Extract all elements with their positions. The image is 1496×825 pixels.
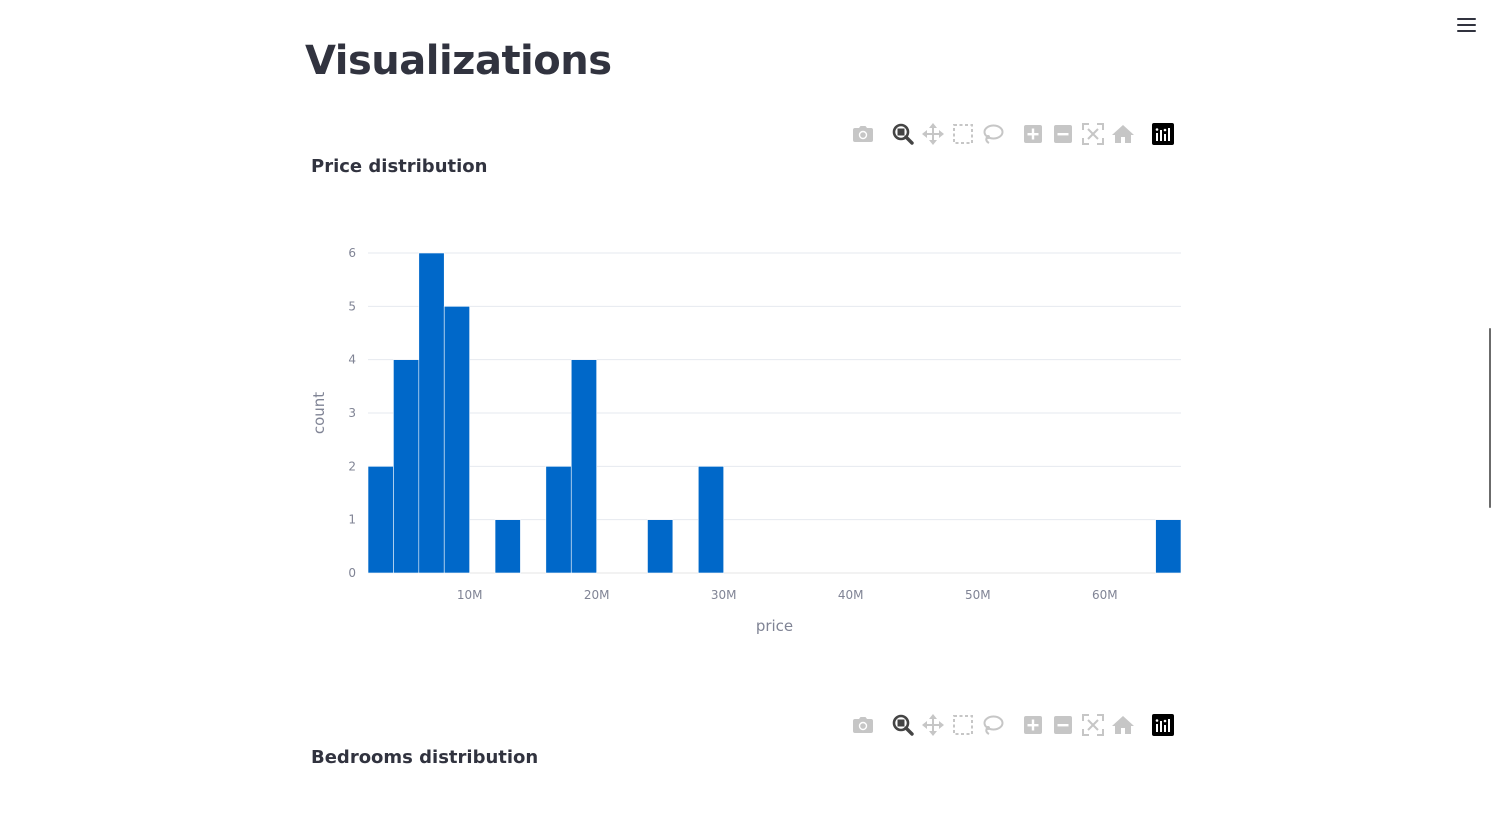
lasso-select-button[interactable] [981,713,1005,737]
box-select-icon [952,714,974,736]
y-tick-label: 1 [348,513,356,527]
y-tick-label: 3 [348,406,356,420]
reset-axes-button[interactable] [1111,122,1135,146]
pan-button[interactable] [921,713,945,737]
zoom-in-button[interactable] [1021,122,1045,146]
box-select-button[interactable] [951,713,975,737]
chart-title: Bedrooms distribution [311,747,539,768]
chart-title: Price distribution [311,156,488,177]
autoscale-button[interactable] [1081,713,1105,737]
chart-modebar [305,707,1185,743]
price-chart: Price distribution 0 1 2 3 4 5 6 10M 20M 30M 40M 50… [305,116,1185,656]
hamburger-line [1457,30,1476,32]
x-axis-title: price [756,617,793,635]
histogram-bar [367,466,394,574]
histogram-bar [545,466,572,574]
zoom-out-icon [1053,124,1073,144]
autoscale-button[interactable] [1081,122,1105,146]
zoom-out-button[interactable] [1051,122,1075,146]
zoom-in-icon [1023,124,1043,144]
reset-axes-icon [1112,124,1134,144]
hamburger-menu-icon [1457,18,1476,20]
histogram-bar [418,252,445,574]
zoom-in-icon [1023,715,1043,735]
zoom-icon [892,714,914,736]
y-tick-label: 6 [348,246,356,260]
plotly-logo-icon [1152,714,1174,736]
pan-button[interactable] [921,122,945,146]
box-select-icon [952,123,974,145]
x-tick-label: 30M [711,588,737,602]
y-axis-title: count [310,392,328,434]
plotly-logo-button[interactable] [1151,122,1175,146]
camera-icon [853,126,873,142]
page-title: Visualizations [305,38,612,84]
x-tick-label: 10M [457,588,483,602]
x-tick-label: 20M [584,588,610,602]
x-tick-label: 50M [965,588,991,602]
plotly-logo-icon [1152,123,1174,145]
reset-axes-button[interactable] [1111,713,1135,737]
y-tick-label: 0 [348,566,356,580]
histogram-bar [393,359,420,574]
zoom-out-icon [1053,715,1073,735]
zoom-button[interactable] [891,122,915,146]
lasso-select-icon [982,123,1004,145]
histogram-bar [570,359,597,574]
camera-icon [853,717,873,733]
zoom-button[interactable] [891,713,915,737]
camera-button[interactable] [851,713,875,737]
lasso-select-button[interactable] [981,122,1005,146]
reset-axes-icon [1112,715,1134,735]
zoom-in-button[interactable] [1021,713,1045,737]
main-menu-button[interactable] [1454,14,1480,36]
lasso-select-icon [982,714,1004,736]
histogram-bar [1155,519,1182,574]
x-tick-label: 60M [1092,588,1118,602]
chart-modebar [305,116,1185,152]
y-tick-label: 5 [348,299,356,313]
autoscale-icon [1082,714,1104,736]
y-tick-label: 2 [348,459,356,473]
pan-icon [922,123,944,145]
zoom-icon [892,123,914,145]
camera-button[interactable] [851,122,875,146]
pan-icon [922,714,944,736]
box-select-button[interactable] [951,122,975,146]
histogram-bar [494,519,521,574]
autoscale-icon [1082,123,1104,145]
zoom-out-button[interactable] [1051,713,1075,737]
y-tick-label: 4 [348,353,356,367]
bedrooms-chart: Bedrooms distribution [305,707,1185,825]
plotly-logo-button[interactable] [1151,713,1175,737]
hamburger-line [1457,24,1476,26]
x-tick-label: 40M [838,588,864,602]
scrollbar-thumb[interactable] [1489,328,1491,508]
histogram-bar [647,519,674,574]
histogram-bar [697,466,724,574]
price-histogram[interactable]: 0 1 2 3 4 5 6 10M 20M 30M 40M 50M 60M price count [305,116,1185,656]
histogram-bar [443,306,470,574]
